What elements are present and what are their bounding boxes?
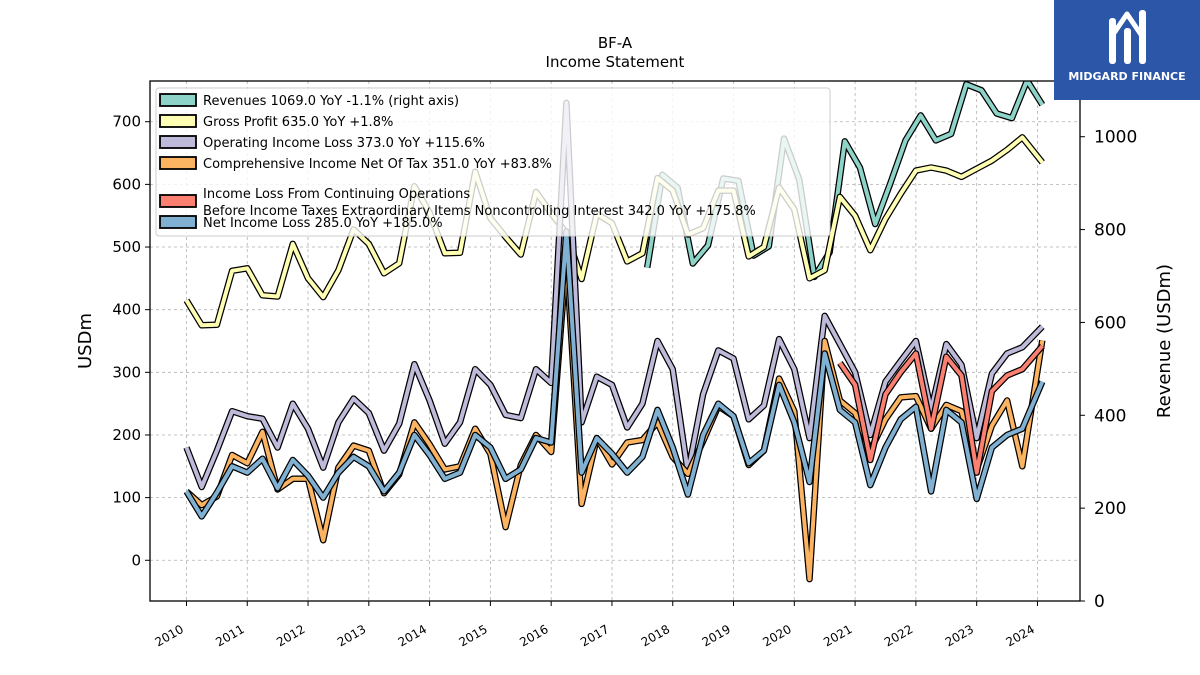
legend-label: Revenues 1069.0 YoY -1.1% (right axis) [203, 94, 459, 109]
logo-brand-text: MIDGARD FINANCE [1068, 70, 1186, 83]
right-axis-ticks: 0 200 400 600 800 1000 [1080, 128, 1137, 612]
x-tick-label: 2012 [274, 622, 307, 649]
series-line-outline [184, 254, 1046, 583]
y-tick-label: 400 [112, 301, 141, 319]
series-line [184, 100, 1044, 489]
y-tick-label: 200 [112, 426, 141, 444]
y-tick-label: 500 [112, 238, 141, 256]
chart-subtitle: Income Statement [546, 53, 685, 71]
chart-title: BF-A [598, 34, 633, 52]
x-axis-ticks: 2010 2011 2012 2013 2014 2015 2016 2017 2018 2019… [153, 601, 1038, 649]
x-tick-label: 2013 [335, 622, 368, 649]
legend: Revenues 1069.0 YoY -1.1% (right axis) Gr… [155, 87, 831, 237]
legend-swatch [159, 93, 197, 107]
y2-tick-label: 200 [1094, 499, 1126, 519]
legend-box [155, 87, 831, 237]
x-tick-label: 2017 [578, 622, 611, 649]
y-tick-label: 600 [112, 175, 141, 193]
y-axis-label: USDm [75, 313, 96, 369]
series-3 [184, 254, 1046, 583]
x-tick-label: 2023 [943, 622, 976, 649]
series-line [838, 344, 1044, 475]
legend-swatch [159, 156, 197, 170]
legend-swatch [159, 215, 197, 229]
y-tick-label: 0 [131, 551, 141, 569]
y-tick-label: 700 [112, 113, 141, 131]
midgard-finance-logo-icon [1109, 10, 1146, 64]
x-tick-label: 2021 [821, 622, 854, 649]
legend-label: Net Income Loss 285.0 YoY +185.0% [203, 216, 443, 231]
y2-tick-label: 800 [1094, 221, 1126, 241]
y2-tick-label: 400 [1094, 406, 1126, 426]
x-tick-label: 2014 [396, 622, 429, 649]
y2-tick-label: 600 [1094, 313, 1126, 333]
y-tick-label: 100 [112, 489, 141, 507]
y2-tick-label: 0 [1094, 592, 1105, 612]
legend-label: Gross Profit 635.0 YoY +1.8% [203, 115, 393, 130]
legend-swatch [159, 114, 197, 128]
y2-tick-label: 1000 [1094, 128, 1137, 148]
series-2 [183, 99, 1045, 491]
x-tick-label: 2010 [153, 622, 186, 649]
series-line [185, 255, 1045, 582]
x-tick-label: 2019 [700, 622, 733, 649]
series-line [184, 229, 1045, 519]
legend-label: Comprehensive Income Net Of Tax 351.0 Yo… [203, 157, 552, 172]
x-tick-label: 2016 [517, 622, 550, 649]
series-4 [837, 343, 1045, 476]
legend-label-line2: Before Income Taxes Extraordinary Items … [203, 204, 756, 219]
legend-label: Operating Income Loss 373.0 YoY +115.6% [203, 136, 485, 151]
x-tick-label: 2024 [1004, 622, 1037, 649]
plot-frame [149, 80, 1081, 602]
legend-label: Income Loss From Continuing Operations [203, 187, 470, 202]
x-tick-label: 2015 [456, 622, 489, 649]
series-5 [183, 228, 1046, 520]
midgard-finance-logo: MIDGARD FINANCE [1054, 0, 1200, 100]
legend-swatch [159, 194, 197, 208]
x-tick-label: 2022 [882, 622, 915, 649]
x-tick-label: 2018 [639, 622, 672, 649]
x-tick-label: 2011 [213, 622, 246, 649]
y-tick-label: 300 [112, 363, 141, 381]
legend-swatch [159, 135, 197, 149]
left-axis-ticks: 0 100 200 300 400 500 600 700 [112, 113, 150, 569]
series-line-outline [183, 228, 1046, 520]
y2-axis-label: Revenue (USDm) [1154, 264, 1175, 418]
x-tick-label: 2020 [760, 622, 793, 649]
